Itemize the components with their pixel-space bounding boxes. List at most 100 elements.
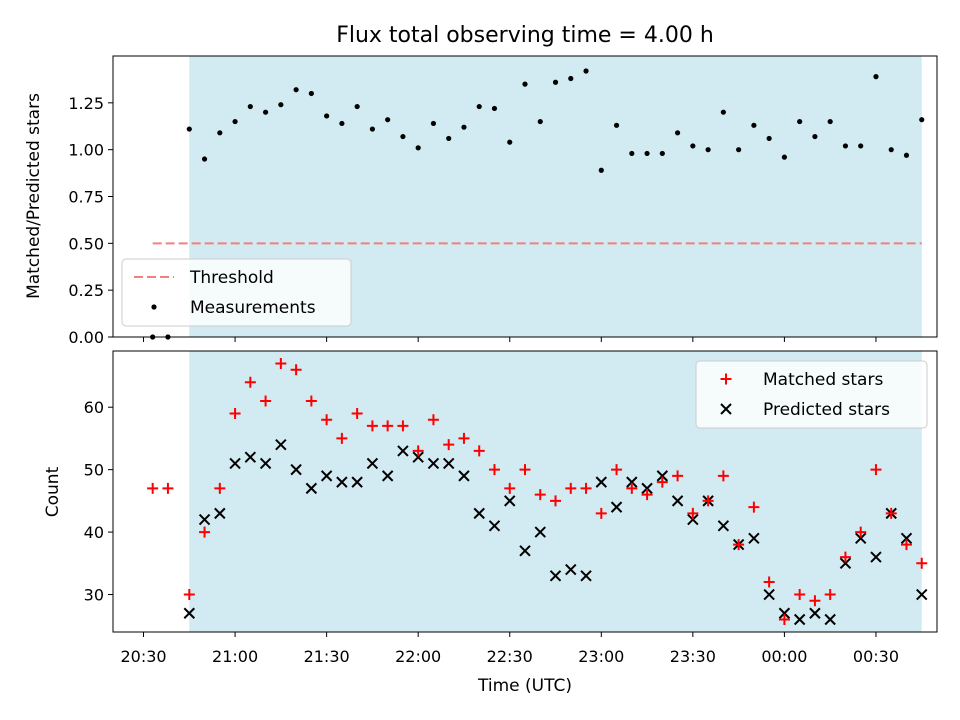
y-tick-label: 30 xyxy=(84,586,104,605)
matched-star-point xyxy=(763,576,775,588)
measurement-point xyxy=(217,130,223,136)
predicted-star-point xyxy=(198,513,211,526)
y-tick-label: 0.75 xyxy=(68,188,104,207)
legend-matched-swatch xyxy=(720,373,732,385)
predicted-star-point xyxy=(534,526,546,538)
matched-star-point xyxy=(229,407,241,419)
predicted-star-point xyxy=(656,470,669,482)
measurement-point xyxy=(736,147,742,153)
matched-star-point xyxy=(550,495,562,507)
predicted-star-point xyxy=(351,476,363,488)
predicted-star-point xyxy=(900,532,913,545)
matched-star-point xyxy=(870,464,882,476)
measurement-point xyxy=(583,68,589,74)
top-legend-box xyxy=(121,258,352,327)
measurement-point xyxy=(385,117,391,123)
measurement-point xyxy=(644,150,650,157)
measurement-point xyxy=(858,143,864,149)
predicted-star-point xyxy=(229,457,241,470)
predicted-star-point xyxy=(687,513,699,526)
measurement-point xyxy=(797,118,803,125)
matched-star-point xyxy=(717,470,729,482)
measurement-point xyxy=(507,139,513,145)
bottom-plot-area: 30 40 50 60 20:30 21:00 21:30 22:00 22:30 23:00 23… xyxy=(84,350,938,666)
measurement-point xyxy=(888,147,894,153)
y-tick-label: 0.25 xyxy=(68,281,104,300)
x-tick-label: 22:30 xyxy=(487,647,533,666)
predicted-star-point xyxy=(473,507,485,520)
measurement-point xyxy=(446,135,452,142)
matched-star-point xyxy=(427,414,439,426)
matched-star-point xyxy=(855,526,867,538)
predicted-star-point xyxy=(290,463,302,476)
measurement-point xyxy=(690,143,696,149)
matched-star-point xyxy=(885,507,897,519)
matched-star-point xyxy=(397,420,409,432)
measurement-point xyxy=(674,130,681,136)
matched-star-point xyxy=(916,557,928,569)
y-tick-label: 50 xyxy=(84,461,104,480)
axes-frame xyxy=(112,350,938,633)
legend-predicted-swatch xyxy=(720,403,732,415)
matched-star-point xyxy=(778,614,790,626)
predicted-star-point xyxy=(565,563,577,576)
measurement-point xyxy=(522,81,528,87)
measurement-point xyxy=(919,117,925,123)
predicted-star-point xyxy=(626,476,638,488)
matched-star-point xyxy=(809,595,821,607)
predicted-star-point xyxy=(671,495,684,507)
matched-star-point xyxy=(260,395,272,407)
measurement-point xyxy=(873,74,879,80)
y-tick-label: 0.00 xyxy=(68,328,104,347)
bottom-y-axis-label: Count xyxy=(43,466,63,517)
y-tick-label: 60 xyxy=(84,398,104,417)
predicted-star-point xyxy=(504,495,516,507)
predicted-star-point xyxy=(488,520,501,532)
predicted-star-point xyxy=(595,476,608,488)
matched-star-point xyxy=(672,470,684,482)
matched-star-point xyxy=(473,445,485,457)
matched-star-point xyxy=(458,432,470,444)
predicted-star-point xyxy=(183,607,196,619)
predicted-star-point xyxy=(763,588,775,601)
matched-star-point xyxy=(611,464,623,476)
matched-star-point xyxy=(839,551,851,563)
predicted-star-point xyxy=(275,438,287,451)
predicted-star-point xyxy=(320,470,333,482)
measurement-point xyxy=(751,122,757,128)
matched-star-point xyxy=(443,439,455,451)
x-tick-label: 00:00 xyxy=(761,647,807,666)
matched-star-point xyxy=(321,414,333,426)
matched-star-point xyxy=(595,507,607,519)
matched-star-point xyxy=(794,589,806,601)
measurement-point xyxy=(165,334,171,340)
measurement-point xyxy=(903,152,910,158)
predicted-star-point xyxy=(244,451,257,463)
measurement-point xyxy=(232,118,238,125)
x-tick-label: 21:30 xyxy=(304,647,350,666)
measurement-point xyxy=(766,135,772,142)
measurement-point xyxy=(354,103,360,110)
matched-star-point xyxy=(214,482,226,494)
measurement-point xyxy=(842,143,849,149)
predicted-star-point xyxy=(916,588,928,601)
matched-star-point xyxy=(244,376,256,388)
legend-threshold-label: Threshold xyxy=(189,268,274,288)
measurement-point xyxy=(659,150,665,157)
predicted-star-point xyxy=(854,532,867,545)
measurement-point xyxy=(278,102,284,108)
predicted-star-point xyxy=(214,507,226,520)
measurement-point xyxy=(461,124,467,130)
measurement-point xyxy=(201,156,208,162)
measurement-point xyxy=(705,147,711,153)
matched-star-point xyxy=(687,507,699,519)
matched-star-point xyxy=(504,482,516,494)
matched-star-point xyxy=(656,476,668,488)
matched-star-point xyxy=(199,526,211,538)
matched-star-point xyxy=(183,589,195,601)
matched-star-point xyxy=(900,539,912,551)
measurement-point xyxy=(186,126,192,132)
matched-star-point xyxy=(275,357,287,369)
matched-star-point xyxy=(162,482,174,494)
predicted-star-point xyxy=(641,482,653,495)
